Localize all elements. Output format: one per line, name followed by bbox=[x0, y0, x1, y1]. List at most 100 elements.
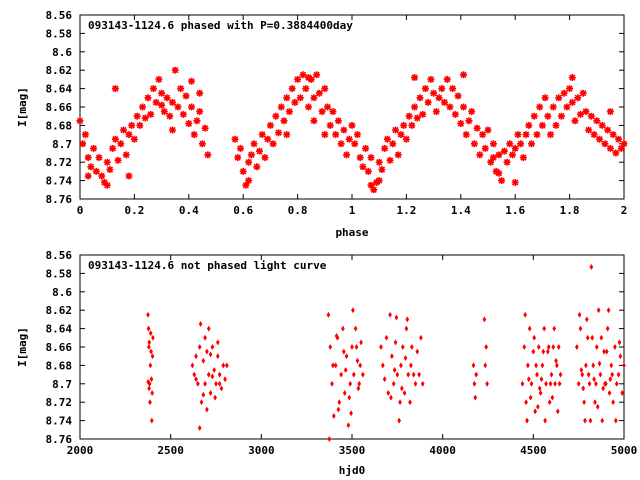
data-point bbox=[596, 135, 604, 143]
data-point bbox=[528, 394, 533, 401]
y-tick-label: 8.68 bbox=[46, 119, 73, 132]
data-point bbox=[590, 131, 598, 139]
data-point bbox=[79, 140, 87, 148]
data-point bbox=[581, 385, 586, 392]
data-point bbox=[296, 94, 304, 102]
data-point bbox=[198, 140, 206, 148]
data-point bbox=[606, 108, 614, 116]
data-point bbox=[542, 325, 547, 332]
data-point bbox=[201, 391, 206, 398]
unphased-y-ticks: 8.56 8.58 8.6 8.62 8.64 8.66 8.68 8.7 8.72 8.74 8.… bbox=[46, 249, 624, 446]
x-tick-label: 0.6 bbox=[233, 204, 253, 217]
data-point bbox=[618, 353, 623, 360]
data-point bbox=[239, 167, 247, 175]
data-point bbox=[163, 94, 171, 102]
data-point bbox=[555, 94, 563, 102]
data-point bbox=[527, 325, 532, 332]
data-point bbox=[351, 307, 355, 314]
data-point bbox=[87, 163, 95, 171]
data-point bbox=[584, 316, 589, 323]
data-point bbox=[353, 325, 358, 332]
data-point bbox=[205, 348, 209, 355]
data-point bbox=[367, 181, 375, 189]
data-point bbox=[530, 112, 538, 120]
data-point bbox=[359, 163, 367, 171]
x-tick-label: 4500 bbox=[520, 444, 547, 457]
data-point bbox=[356, 385, 361, 392]
data-point bbox=[543, 417, 548, 424]
data-point bbox=[185, 120, 193, 128]
data-point bbox=[538, 389, 543, 397]
data-point bbox=[550, 394, 555, 401]
data-point bbox=[470, 140, 478, 148]
data-point bbox=[367, 154, 375, 162]
data-point bbox=[168, 98, 176, 106]
data-point bbox=[340, 126, 348, 134]
y-tick-label: 8.58 bbox=[46, 267, 73, 280]
x-tick-label: 3000 bbox=[248, 444, 275, 457]
data-point bbox=[617, 339, 622, 346]
data-point bbox=[347, 394, 352, 401]
data-point bbox=[529, 380, 534, 387]
data-point bbox=[411, 103, 419, 111]
data-point bbox=[379, 343, 383, 351]
data-point bbox=[585, 126, 593, 134]
data-point bbox=[460, 71, 468, 79]
y-tick-label: 8.72 bbox=[46, 396, 73, 409]
phased-x-axis-label: phase bbox=[335, 226, 368, 239]
data-point bbox=[605, 325, 610, 332]
data-point bbox=[92, 167, 100, 175]
data-point bbox=[247, 151, 255, 159]
data-point bbox=[215, 339, 220, 346]
data-point bbox=[489, 154, 497, 162]
data-point bbox=[264, 135, 272, 143]
data-point bbox=[525, 417, 529, 424]
data-point bbox=[541, 94, 549, 102]
data-point bbox=[394, 314, 399, 321]
data-point bbox=[579, 366, 584, 374]
x-tick-label: 0.4 bbox=[179, 204, 199, 217]
data-point bbox=[526, 376, 531, 383]
data-point bbox=[389, 140, 397, 148]
data-point bbox=[549, 103, 557, 111]
data-point bbox=[606, 307, 611, 314]
data-point bbox=[199, 399, 204, 406]
data-point bbox=[511, 178, 519, 186]
data-point bbox=[503, 158, 511, 166]
data-point bbox=[405, 316, 410, 323]
data-point bbox=[582, 399, 587, 406]
data-point bbox=[382, 376, 387, 383]
data-point bbox=[341, 348, 346, 355]
data-point bbox=[591, 362, 596, 369]
data-point bbox=[471, 362, 476, 369]
data-point bbox=[195, 380, 200, 387]
y-tick-label: 8.66 bbox=[46, 101, 73, 114]
data-point bbox=[589, 263, 594, 271]
data-point bbox=[150, 353, 155, 360]
data-point bbox=[568, 74, 576, 82]
data-point bbox=[532, 334, 537, 341]
data-point bbox=[607, 389, 612, 397]
data-point bbox=[519, 154, 527, 162]
data-point bbox=[313, 71, 321, 79]
unphased-x-ticks: 2000 2500 3000 3500 4000 4500 5000 bbox=[67, 255, 637, 457]
data-point bbox=[174, 103, 182, 111]
data-point bbox=[103, 158, 111, 166]
data-point bbox=[148, 399, 152, 406]
data-point bbox=[158, 101, 166, 109]
data-point bbox=[405, 112, 413, 120]
data-point bbox=[474, 371, 479, 378]
data-point bbox=[197, 424, 202, 432]
data-point bbox=[417, 371, 421, 378]
data-point bbox=[544, 380, 548, 387]
data-point bbox=[217, 371, 222, 378]
unphased-y-axis-label: I[mag] bbox=[16, 327, 29, 367]
data-point bbox=[551, 343, 556, 351]
data-point bbox=[535, 403, 540, 410]
data-point bbox=[302, 85, 310, 93]
data-point bbox=[355, 357, 360, 364]
data-point bbox=[598, 121, 606, 129]
data-point bbox=[614, 380, 619, 387]
phased-y-axis-label: I[mag] bbox=[16, 87, 29, 127]
data-point bbox=[548, 380, 553, 387]
